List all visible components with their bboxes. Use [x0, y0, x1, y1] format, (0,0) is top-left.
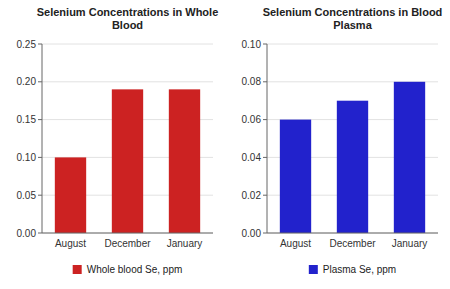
x-axis — [42, 233, 213, 234]
y-tick-label: 0.05 — [17, 190, 37, 201]
chart-title-line: Blood — [112, 19, 143, 31]
x-tick-label: August — [55, 238, 86, 249]
bar — [337, 101, 368, 233]
y-tick — [263, 157, 267, 158]
y-tick-label: 0.04 — [242, 152, 262, 163]
y-axis — [42, 44, 43, 233]
chart: Selenium Concentrations in BloodPlasma0.… — [242, 6, 443, 275]
chart-title: Selenium Concentrations in WholeBlood — [37, 6, 219, 31]
chart-title-line: Plasma — [333, 19, 372, 31]
bar — [280, 120, 311, 233]
chart-root: Selenium Concentrations in WholeBlood 0.0… — [0, 0, 450, 289]
y-tick-label: 0.00 — [17, 228, 37, 239]
bar — [169, 89, 200, 233]
bars — [280, 82, 425, 233]
legend-label: Whole blood Se, ppm — [87, 264, 183, 275]
y-tick-label: 0.10 — [242, 39, 262, 50]
x-tick-label: December — [329, 238, 376, 249]
x-tick-label: January — [167, 238, 203, 249]
y-tick — [263, 119, 267, 120]
legend: Plasma Se, ppm — [309, 264, 396, 275]
bars — [55, 89, 200, 233]
y-tick — [38, 233, 42, 234]
y-tick-label: 0.00 — [242, 228, 262, 239]
legend: Whole blood Se, ppm — [73, 264, 183, 275]
y-tick-label: 0.08 — [242, 76, 262, 87]
bar — [394, 82, 425, 233]
y-tick — [263, 81, 267, 82]
chart-title-line: Selenium Concentrations in Whole — [37, 6, 219, 18]
y-tick-label: 0.06 — [242, 114, 262, 125]
grid-line — [42, 233, 213, 234]
legend-label: Plasma Se, ppm — [323, 264, 396, 275]
y-tick-label: 0.02 — [242, 190, 262, 201]
x-tick-label: August — [280, 238, 311, 249]
y-tick-label: 0.10 — [17, 152, 37, 163]
grid-line — [42, 44, 213, 45]
x-tick-label: December — [104, 238, 151, 249]
y-tick — [38, 119, 42, 120]
bar — [55, 157, 86, 233]
grid-line — [267, 44, 438, 45]
legend-swatch — [73, 265, 82, 274]
legend-swatch — [309, 265, 318, 274]
chart-title: Selenium Concentrations in BloodPlasma — [263, 6, 443, 31]
y-tick — [38, 195, 42, 196]
y-axis — [267, 44, 268, 233]
y-tick — [263, 195, 267, 196]
y-tick — [263, 233, 267, 234]
bar — [112, 89, 143, 233]
grid-line — [267, 233, 438, 234]
chart: Selenium Concentrations in WholeBlood 0.0… — [17, 6, 219, 275]
y-tick-label: 0.20 — [17, 76, 37, 87]
figure: Selenium Concentrations in WholeBlood 0.0… — [0, 0, 450, 289]
y-tick — [263, 44, 267, 45]
y-tick — [38, 44, 42, 45]
y-tick — [38, 81, 42, 82]
x-tick-label: January — [392, 238, 428, 249]
x-axis — [267, 233, 438, 234]
y-tick-label: 0.25 — [17, 39, 37, 50]
y-tick — [38, 157, 42, 158]
grid-line — [42, 81, 213, 82]
chart-title-line: Selenium Concentrations in Blood — [263, 6, 443, 18]
y-tick-label: 0.15 — [17, 114, 37, 125]
